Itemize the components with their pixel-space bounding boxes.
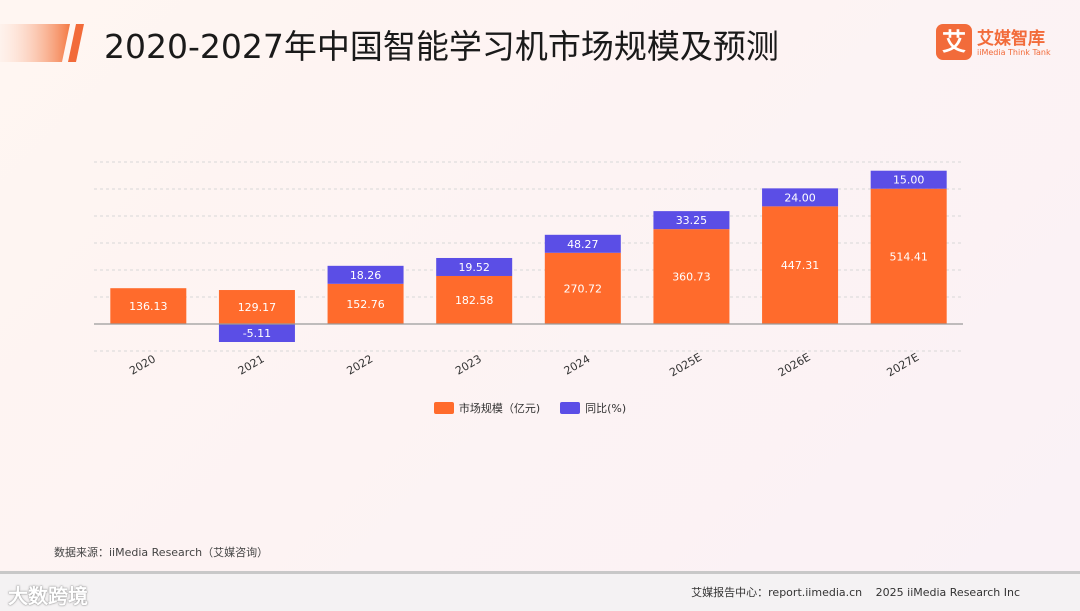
bar-market [436, 275, 513, 324]
bar-label-market: 360.73 [672, 271, 711, 284]
bar-market [110, 288, 187, 324]
bar-yoy [544, 234, 621, 253]
bar-market [762, 206, 839, 324]
bar-label-yoy: 24.00 [784, 191, 816, 204]
watermark: 大数跨境 [8, 584, 88, 608]
bar-label-market: 182.58 [455, 294, 494, 307]
iimedia-logo: 艾 艾媒智库 iiMedia Think Tank [936, 24, 1066, 64]
logo-name: 艾媒智库 [977, 29, 1045, 49]
footer-text: 艾媒报告中心：report.iimedia.cn 2025 iiMedia Re… [681, 584, 1020, 600]
bar-label-market: 514.41 [889, 250, 928, 263]
x-tick-label: 2026E [776, 351, 813, 380]
report-center-link[interactable]: 艾媒报告中心：report.iimedia.cn [691, 586, 863, 599]
copyright: 2025 iiMedia Research Inc [875, 586, 1020, 599]
x-tick-label: 2027E [885, 351, 922, 380]
bar-yoy [762, 188, 839, 207]
legend-swatch-yoy [560, 402, 581, 414]
legend-item-yoy: 同比(%) [560, 400, 626, 416]
x-tick-label: 2025E [667, 351, 704, 380]
x-tick-label: 2022 [344, 352, 375, 377]
bar-label-market: 152.76 [346, 298, 385, 311]
chart-legend: 市场规模（亿元) 同比(%) [0, 400, 1060, 416]
x-tick-label: 2023 [453, 352, 484, 377]
bar-label-market: 447.31 [781, 259, 820, 272]
legend-item-market: 市场规模（亿元) [433, 400, 541, 416]
bar-label-market: 136.13 [129, 300, 168, 313]
legend-swatch-market [433, 402, 454, 414]
legend-label-market: 市场规模（亿元) [458, 402, 541, 415]
x-tick-label: 2021 [236, 352, 267, 377]
bar-yoy [218, 324, 295, 342]
bar-market [218, 290, 295, 324]
title-decoration [0, 24, 84, 62]
bar-label-yoy: 15.00 [893, 174, 925, 187]
bar-label-market: 270.72 [564, 282, 603, 295]
footer-bar: 大数跨境 艾媒报告中心：report.iimedia.cn 2025 iiMed… [0, 571, 1080, 611]
bar-label-yoy: 33.25 [676, 214, 708, 227]
bar-label-yoy: 19.52 [458, 261, 490, 274]
logo-subtitle: iiMedia Think Tank [977, 48, 1051, 57]
bar-market [544, 252, 621, 324]
bar-label-market: 129.17 [238, 301, 277, 314]
page-title: 2020-2027年中国智能学习机市场规模及预测 [104, 27, 779, 66]
bar-market [653, 229, 730, 324]
bar-market [870, 188, 947, 324]
x-tick-label: 2024 [562, 352, 593, 377]
legend-label-yoy: 同比(%) [585, 402, 627, 415]
bar-label-yoy: 18.26 [350, 269, 382, 282]
logo-mark-icon: 艾 [936, 24, 972, 60]
data-source: 数据来源：iiMedia Research（艾媒咨询） [54, 546, 269, 559]
bar-label-yoy: -5.11 [243, 327, 271, 340]
bar-yoy [436, 257, 513, 276]
bar-yoy [327, 265, 404, 284]
bar-market [327, 283, 404, 324]
market-size-chart: 136.13 2020 129.17 -5.11 2021 152.76 18.26 2022… [94, 161, 963, 380]
bar-yoy [870, 170, 947, 189]
x-tick-label: 2020 [127, 352, 158, 377]
bar-yoy [653, 211, 730, 230]
bar-label-yoy: 48.27 [567, 238, 599, 251]
